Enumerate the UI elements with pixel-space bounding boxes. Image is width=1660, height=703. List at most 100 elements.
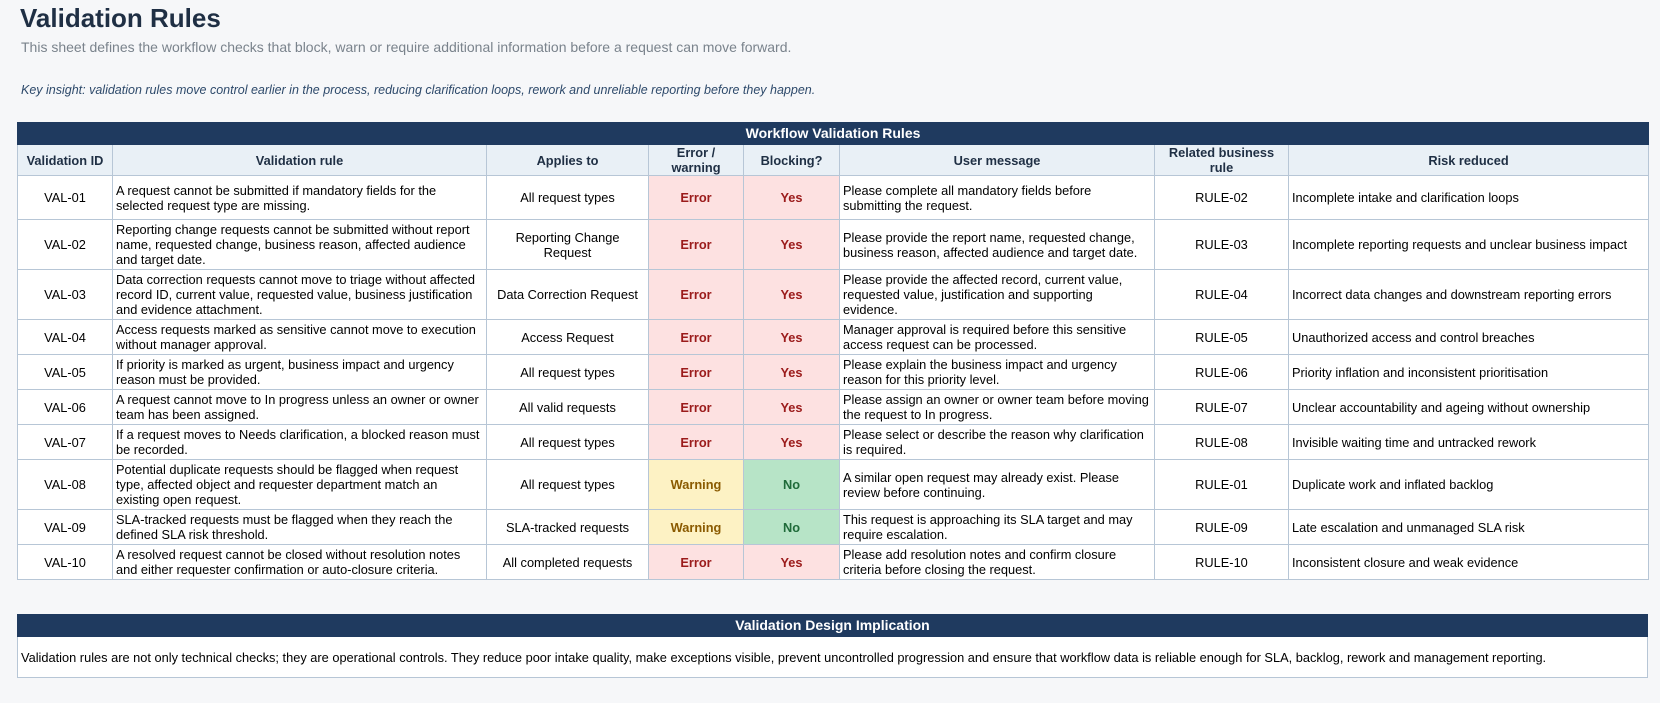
validation-id-cell[interactable]: VAL-08 — [17, 459, 113, 510]
risk-reduced-cell[interactable]: Unclear accountability and ageing withou… — [1287, 389, 1650, 425]
blocking-cell[interactable]: Yes — [743, 354, 840, 390]
severity-cell[interactable]: Error — [648, 424, 744, 460]
validation-rule-cell[interactable]: Reporting change requests cannot be subm… — [112, 219, 487, 270]
user-message-cell[interactable]: Please select or describe the reason why… — [839, 424, 1155, 460]
table-row: VAL-09 SLA-tracked requests must be flagg… — [17, 509, 1650, 545]
applies-to-cell[interactable]: Data Correction Request — [486, 269, 649, 320]
blocking-cell[interactable]: Yes — [743, 424, 840, 460]
rules-table-body: VAL-01 A request cannot be submitted if m… — [17, 175, 1650, 580]
table-row: VAL-05 If priority is marked as urgent, b… — [17, 354, 1650, 390]
header-applies-to[interactable]: Applies to — [486, 144, 649, 176]
severity-cell[interactable]: Warning — [648, 509, 744, 545]
business-rule-cell[interactable]: RULE-01 — [1154, 459, 1289, 510]
blocking-cell[interactable]: Yes — [743, 389, 840, 425]
risk-reduced-cell[interactable]: Unauthorized access and control breaches — [1287, 319, 1650, 355]
severity-cell[interactable]: Error — [648, 269, 744, 320]
business-rule-cell[interactable]: RULE-10 — [1154, 544, 1289, 580]
user-message-cell[interactable]: Please provide the report name, requeste… — [839, 219, 1155, 270]
table-row: VAL-07 If a request moves to Needs clarif… — [17, 424, 1650, 460]
severity-cell[interactable]: Error — [648, 219, 744, 270]
table-row: VAL-02 Reporting change requests cannot b… — [17, 219, 1650, 270]
user-message-cell[interactable]: A similar open request may already exist… — [839, 459, 1155, 510]
user-message-cell[interactable]: Please provide the affected record, curr… — [839, 269, 1155, 320]
header-user-message[interactable]: User message — [839, 144, 1155, 176]
business-rule-cell[interactable]: RULE-06 — [1154, 354, 1289, 390]
validation-rules-table: Workflow Validation Rules Validation ID … — [16, 122, 1650, 580]
risk-reduced-cell[interactable]: Duplicate work and inflated backlog — [1287, 459, 1650, 510]
header-blocking[interactable]: Blocking? — [743, 144, 840, 176]
blocking-cell[interactable]: No — [743, 459, 840, 510]
user-message-cell[interactable]: Please add resolution notes and confirm … — [839, 544, 1155, 580]
key-insight: Key insight: validation rules move contr… — [21, 83, 816, 97]
header-validation-id[interactable]: Validation ID — [17, 144, 113, 176]
header-risk-reduced[interactable]: Risk reduced — [1287, 144, 1650, 176]
validation-rule-cell[interactable]: SLA-tracked requests must be flagged whe… — [112, 509, 487, 545]
blocking-cell[interactable]: Yes — [743, 544, 840, 580]
table-row: VAL-04 Access requests marked as sensitiv… — [17, 319, 1650, 355]
risk-reduced-cell[interactable]: Incomplete reporting requests and unclea… — [1287, 219, 1650, 270]
validation-rule-cell[interactable]: If priority is marked as urgent, busines… — [112, 354, 487, 390]
validation-rule-cell[interactable]: Data correction requests cannot move to … — [112, 269, 487, 320]
validation-rule-cell[interactable]: A request cannot move to In progress unl… — [112, 389, 487, 425]
header-error-warning[interactable]: Error / warning — [648, 144, 744, 176]
severity-cell[interactable]: Error — [648, 319, 744, 355]
severity-cell[interactable]: Error — [648, 175, 744, 220]
user-message-cell[interactable]: Please complete all mandatory fields bef… — [839, 175, 1155, 220]
applies-to-cell[interactable]: All request types — [486, 459, 649, 510]
validation-id-cell[interactable]: VAL-10 — [17, 544, 113, 580]
validation-id-cell[interactable]: VAL-01 — [17, 175, 113, 220]
header-related-business-rule[interactable]: Related business rule — [1154, 144, 1289, 176]
risk-reduced-cell[interactable]: Incorrect data changes and downstream re… — [1287, 269, 1650, 320]
applies-to-cell[interactable]: All completed requests — [486, 544, 649, 580]
business-rule-cell[interactable]: RULE-07 — [1154, 389, 1289, 425]
severity-cell[interactable]: Error — [648, 389, 744, 425]
blocking-cell[interactable]: Yes — [743, 269, 840, 320]
business-rule-cell[interactable]: RULE-05 — [1154, 319, 1289, 355]
implication-text[interactable]: Validation rules are not only technical … — [17, 636, 1648, 678]
user-message-cell[interactable]: Please assign an owner or owner team bef… — [839, 389, 1155, 425]
blocking-cell[interactable]: Yes — [743, 175, 840, 220]
applies-to-cell[interactable]: All request types — [486, 424, 649, 460]
business-rule-cell[interactable]: RULE-03 — [1154, 219, 1289, 270]
validation-id-cell[interactable]: VAL-02 — [17, 219, 113, 270]
business-rule-cell[interactable]: RULE-09 — [1154, 509, 1289, 545]
business-rule-cell[interactable]: RULE-08 — [1154, 424, 1289, 460]
blocking-cell[interactable]: Yes — [743, 319, 840, 355]
risk-reduced-cell[interactable]: Priority inflation and inconsistent prio… — [1287, 354, 1650, 390]
applies-to-cell[interactable]: All request types — [486, 175, 649, 220]
validation-id-cell[interactable]: VAL-06 — [17, 389, 113, 425]
blocking-cell[interactable]: Yes — [743, 219, 840, 270]
risk-reduced-cell[interactable]: Late escalation and unmanaged SLA risk — [1287, 509, 1650, 545]
applies-to-cell[interactable]: Reporting Change Request — [486, 219, 649, 270]
business-rule-cell[interactable]: RULE-04 — [1154, 269, 1289, 320]
user-message-cell[interactable]: Manager approval is required before this… — [839, 319, 1155, 355]
validation-rule-cell[interactable]: If a request moves to Needs clarificatio… — [112, 424, 487, 460]
blocking-cell[interactable]: No — [743, 509, 840, 545]
severity-cell[interactable]: Error — [648, 544, 744, 580]
applies-to-cell[interactable]: All request types — [486, 354, 649, 390]
applies-to-cell[interactable]: All valid requests — [486, 389, 649, 425]
table-row: VAL-03 Data correction requests cannot mo… — [17, 269, 1650, 320]
validation-rule-cell[interactable]: Potential duplicate requests should be f… — [112, 459, 487, 510]
validation-id-cell[interactable]: VAL-07 — [17, 424, 113, 460]
validation-id-cell[interactable]: VAL-04 — [17, 319, 113, 355]
applies-to-cell[interactable]: SLA-tracked requests — [486, 509, 649, 545]
validation-id-cell[interactable]: VAL-05 — [17, 354, 113, 390]
validation-rule-cell[interactable]: A resolved request cannot be closed with… — [112, 544, 487, 580]
risk-reduced-cell[interactable]: Invisible waiting time and untracked rew… — [1287, 424, 1650, 460]
validation-rule-cell[interactable]: Access requests marked as sensitive cann… — [112, 319, 487, 355]
table-row: VAL-01 A request cannot be submitted if m… — [17, 175, 1650, 220]
validation-rule-cell[interactable]: A request cannot be submitted if mandato… — [112, 175, 487, 220]
validation-id-cell[interactable]: VAL-09 — [17, 509, 113, 545]
validation-id-cell[interactable]: VAL-03 — [17, 269, 113, 320]
user-message-cell[interactable]: Please explain the business impact and u… — [839, 354, 1155, 390]
business-rule-cell[interactable]: RULE-02 — [1154, 175, 1289, 220]
implication-banner: Validation Design Implication — [17, 614, 1648, 637]
severity-cell[interactable]: Error — [648, 354, 744, 390]
risk-reduced-cell[interactable]: Inconsistent closure and weak evidence — [1287, 544, 1650, 580]
severity-cell[interactable]: Warning — [648, 459, 744, 510]
header-validation-rule[interactable]: Validation rule — [112, 144, 487, 176]
risk-reduced-cell[interactable]: Incomplete intake and clarification loop… — [1287, 175, 1650, 220]
applies-to-cell[interactable]: Access Request — [486, 319, 649, 355]
user-message-cell[interactable]: This request is approaching its SLA targ… — [839, 509, 1155, 545]
